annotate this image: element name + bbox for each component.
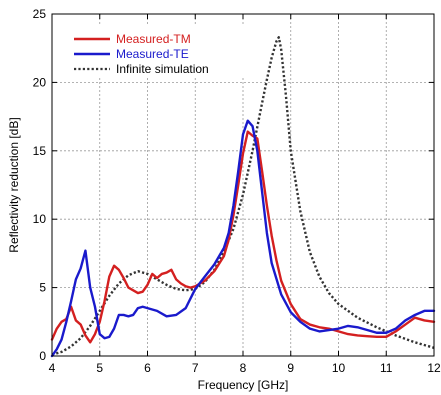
series-line-infinite-simulation xyxy=(51,36,435,356)
x-tick-label: 6 xyxy=(144,361,151,375)
legend-label-infinite-simulation: Infinite simulation xyxy=(116,62,209,76)
y-axis-label: Reflectivity reduction [dB] xyxy=(7,117,21,252)
x-tick-label: 12 xyxy=(427,361,441,375)
x-tick-label: 10 xyxy=(332,361,346,375)
x-tick-label: 7 xyxy=(192,361,199,375)
series-line-measured-te xyxy=(50,119,436,358)
tick-labels: 4 5 6 7 8 9 10 11 12 0 5 10 15 20 25 xyxy=(33,7,441,375)
y-tick-label: 20 xyxy=(33,75,47,89)
x-tick-label: 4 xyxy=(49,361,56,375)
x-tick-label: 11 xyxy=(380,361,393,375)
x-tick-label: 9 xyxy=(287,361,294,375)
series-layer xyxy=(50,36,436,358)
legend-label-measured-tm: Measured-TM xyxy=(116,32,191,46)
x-tick-label: 8 xyxy=(240,361,247,375)
x-tick-label: 5 xyxy=(96,361,103,375)
legend-label-measured-te: Measured-TE xyxy=(116,47,189,61)
y-tick-label: 10 xyxy=(33,212,47,226)
legend: Measured-TM Measured-TE Infinite simulat… xyxy=(68,26,246,78)
y-tick-label: 0 xyxy=(39,349,46,363)
y-tick-label: 5 xyxy=(39,281,46,295)
y-tick-label: 15 xyxy=(33,144,47,158)
axis-ticks xyxy=(51,13,435,357)
y-tick-label: 25 xyxy=(33,7,47,21)
x-axis-label: Frequency [GHz] xyxy=(198,378,289,392)
